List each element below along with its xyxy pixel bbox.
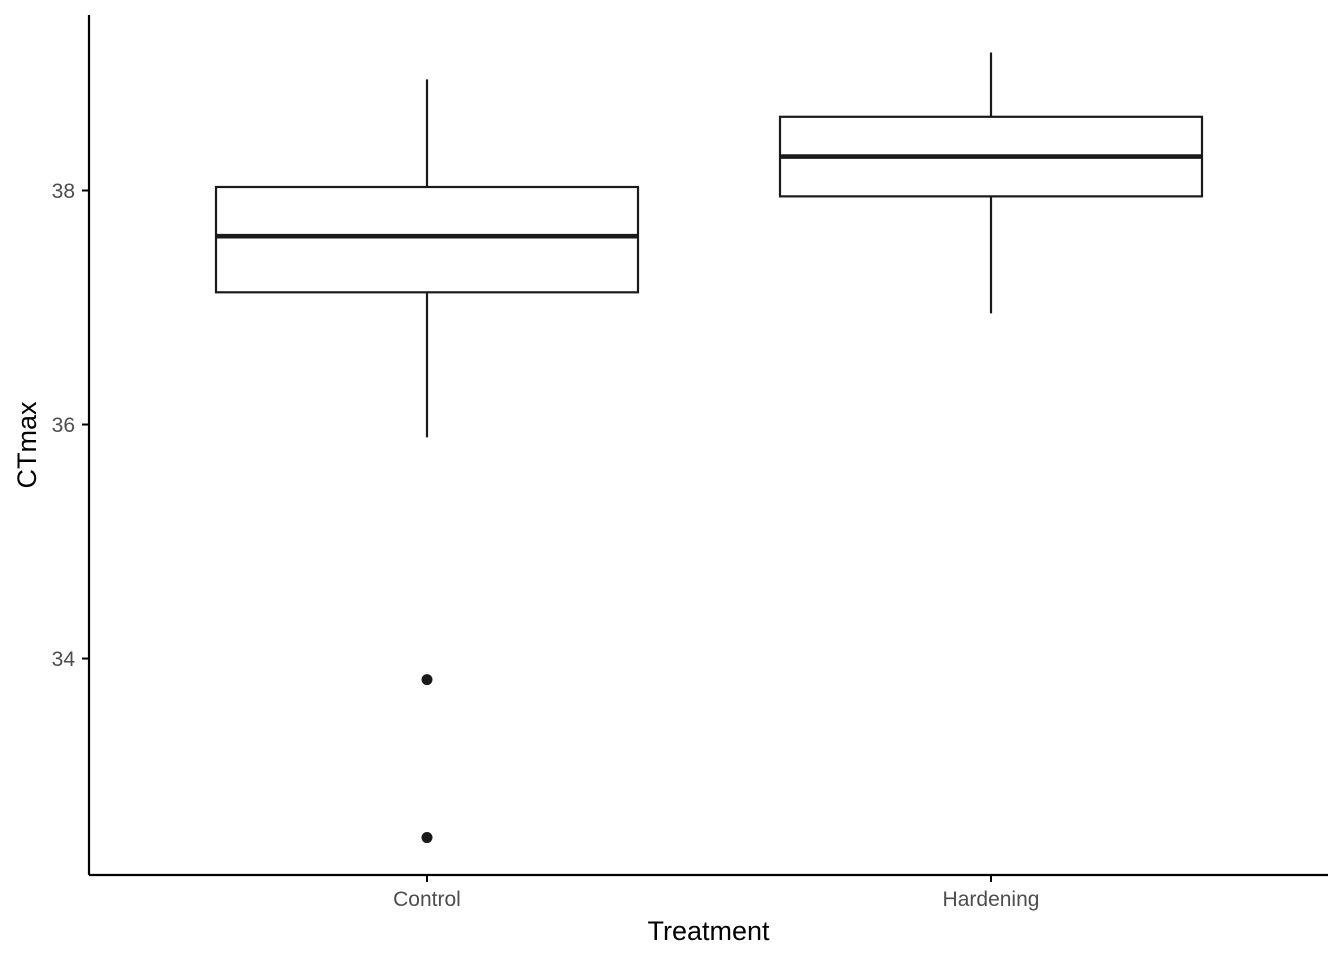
- box-control: [214, 79, 640, 844]
- y-tick-label: 36: [52, 414, 75, 437]
- plot-area: [214, 52, 1204, 844]
- axes: [87, 15, 1328, 877]
- ticks: 34 36 38 Control Hardening: [52, 180, 1040, 911]
- outlier-point: [421, 674, 433, 686]
- y-axis-title: CTmax: [12, 401, 42, 488]
- outlier-point: [421, 832, 433, 844]
- x-axis-title: Treatment: [647, 916, 770, 946]
- x-tick-label: Control: [393, 888, 461, 911]
- y-tick-label: 38: [52, 180, 75, 203]
- x-tick-label: Hardening: [943, 888, 1040, 911]
- box-hardening: [778, 52, 1204, 314]
- iqr-box: [214, 185, 640, 294]
- y-tick-label: 34: [52, 648, 76, 671]
